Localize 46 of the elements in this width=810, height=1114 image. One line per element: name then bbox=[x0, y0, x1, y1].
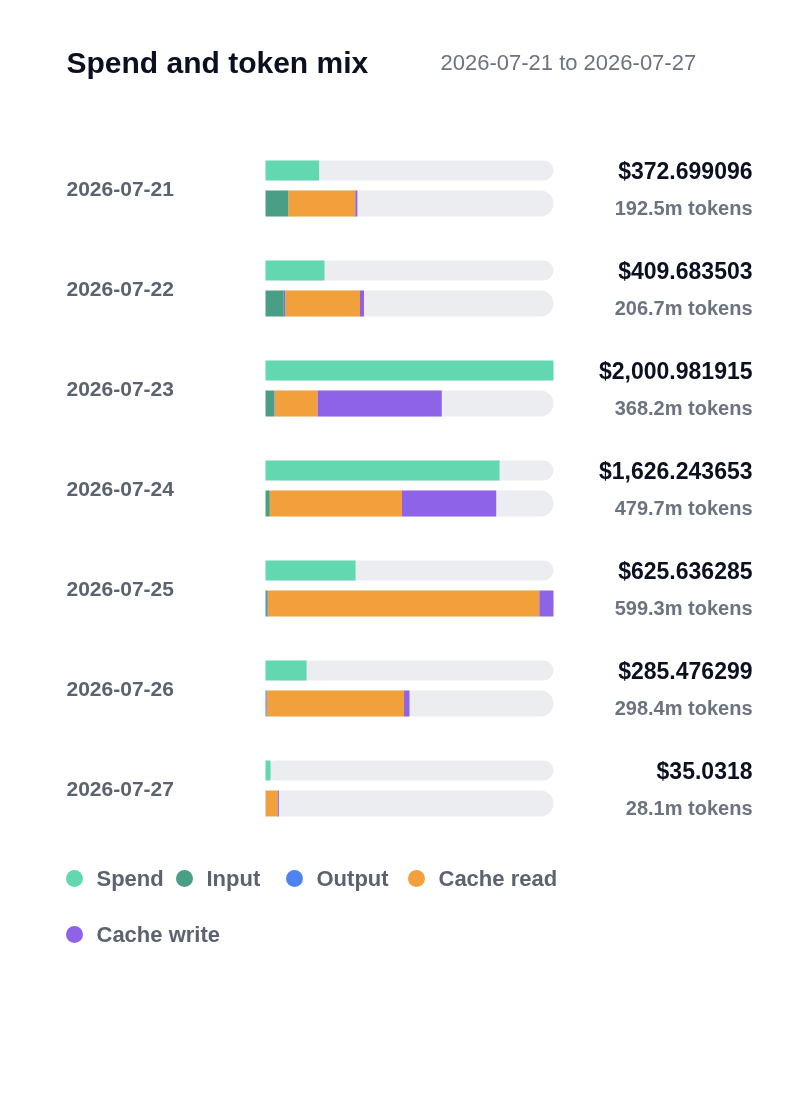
data-label: $2,000.981915 bbox=[599, 357, 753, 384]
bar bbox=[265, 260, 325, 281]
chart-title: Spend and token mix bbox=[66, 46, 369, 79]
data-label: $35.0318 bbox=[656, 757, 753, 784]
bar bbox=[539, 590, 554, 617]
bar bbox=[265, 190, 289, 217]
y-tick-label: 2026-07-23 bbox=[66, 376, 174, 400]
bar bbox=[269, 490, 403, 517]
data-label: $372.699096 bbox=[618, 157, 753, 184]
y-tick-label: 2026-07-22 bbox=[66, 276, 174, 300]
bar bbox=[404, 690, 410, 717]
bar bbox=[265, 660, 307, 681]
data-label: $625.636285 bbox=[618, 557, 753, 584]
legend-label: Input bbox=[206, 866, 261, 891]
bar bbox=[285, 290, 360, 317]
legend-label: Cache read bbox=[438, 866, 558, 891]
text: 599.3m tokens bbox=[614, 596, 753, 619]
legend-label: Output bbox=[316, 866, 390, 891]
text: 479.7m tokens bbox=[614, 496, 753, 519]
data-label: $409.683503 bbox=[618, 257, 753, 284]
bar bbox=[265, 790, 278, 817]
text: 192.5m tokens bbox=[614, 196, 753, 219]
y-tick-label: 2026-07-27 bbox=[66, 776, 174, 800]
bar bbox=[274, 390, 318, 417]
y-tick-label: 2026-07-24 bbox=[66, 476, 175, 500]
text: 206.7m tokens bbox=[614, 296, 753, 319]
bar bbox=[265, 760, 271, 781]
y-tick-label: 2026-07-26 bbox=[66, 676, 174, 700]
bar bbox=[265, 160, 320, 181]
bar bbox=[288, 190, 356, 217]
text: 368.2m tokens bbox=[614, 396, 753, 419]
bar bbox=[355, 190, 358, 217]
bar bbox=[265, 490, 270, 517]
y-tick-label: 2026-07-25 bbox=[66, 576, 175, 600]
chart-subtitle: 2026-07-21 to 2026-07-27 bbox=[440, 50, 697, 75]
legend-label: Spend bbox=[96, 866, 164, 891]
bar bbox=[265, 290, 284, 317]
bar bbox=[265, 390, 275, 417]
data-label: $1,626.243653 bbox=[599, 457, 753, 484]
legend-label: Cache write bbox=[96, 922, 220, 947]
y-tick-label: 2026-07-21 bbox=[66, 176, 175, 200]
text: 298.4m tokens bbox=[614, 696, 753, 719]
text: 28.1m tokens bbox=[625, 796, 753, 819]
bar bbox=[359, 290, 364, 317]
data-label: $285.476299 bbox=[618, 657, 753, 684]
bar bbox=[267, 590, 540, 617]
